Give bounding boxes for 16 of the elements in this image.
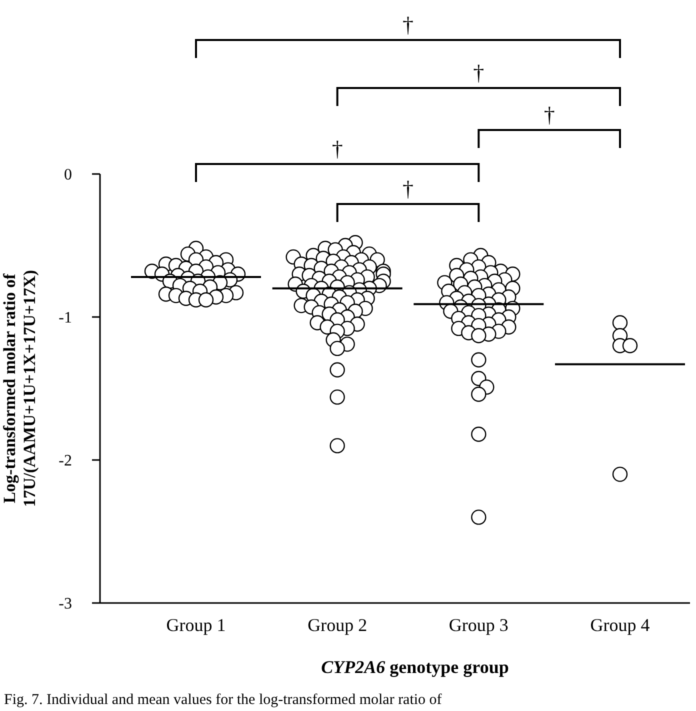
y-tick-label: 0 [64, 166, 72, 184]
y-tick-label: -1 [58, 310, 72, 327]
caption: Fig. 7. Individual and mean values for the log-transformed molar ratio of [4, 692, 442, 708]
text: † [544, 102, 555, 127]
x-tick-label: Group 1 [166, 615, 226, 635]
y-tick-label: -2 [58, 452, 72, 470]
text: † [402, 12, 414, 37]
text: † [473, 60, 484, 85]
y-axis-title: Log-transformed molar ratio of 17U/(AAMU+1U+1X+17U+17X) [0, 270, 40, 508]
x-axis-title: CYP2A6 genotype group [321, 657, 509, 677]
x-tick-label: Group 3 [448, 615, 508, 635]
annotation: † [402, 176, 414, 201]
text: † [332, 136, 343, 161]
x-tick-label: Group 2 [308, 615, 368, 635]
x-tick-label: Group 4 [590, 615, 650, 635]
y-tick-label: -3 [58, 596, 72, 613]
